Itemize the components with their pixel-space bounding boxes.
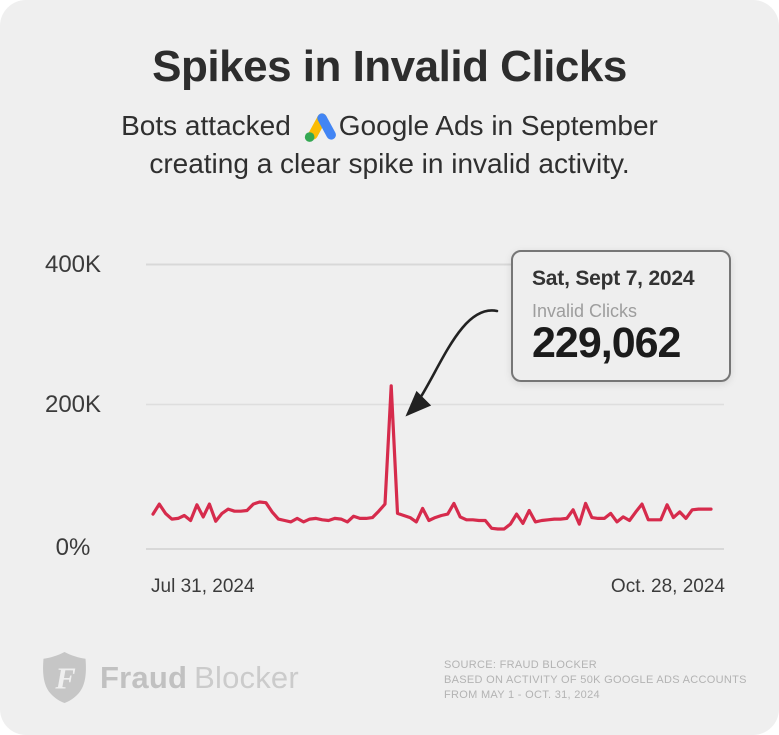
- page-title: Spikes in Invalid Clicks: [152, 42, 627, 91]
- brand-name: Fraud Blocker: [100, 660, 299, 696]
- source-line-3: FROM MAY 1 - OCT. 31, 2024: [444, 689, 600, 701]
- source-note: SOURCE: FRAUD BLOCKER BASED ON ACTIVITY …: [444, 658, 747, 703]
- svg-text:F: F: [54, 662, 75, 696]
- data-callout: Sat, Sept 7, 2024 Invalid Clicks 229,062: [511, 250, 731, 382]
- shield-icon: F: [43, 652, 86, 703]
- google-ads-icon: [304, 112, 336, 142]
- subtitle: Bots attacked Google Ads in September cr…: [0, 107, 779, 183]
- fraud-blocker-logo: F Fraud Blocker: [40, 651, 299, 704]
- callout-date: Sat, Sept 7, 2024: [532, 267, 695, 290]
- callout-arrow: [405, 309, 499, 417]
- y-tick-0: 0%: [55, 534, 91, 561]
- y-tick-200k: 200K: [44, 391, 102, 418]
- brand-name-fraud: Fraud: [100, 659, 188, 695]
- source-line-1: SOURCE: FRAUD BLOCKER: [444, 659, 597, 671]
- source-line-2: BASED ON ACTIVITY OF 50K GOOGLE ADS ACCO…: [444, 674, 747, 686]
- invalid-clicks-series-line[interactable]: [151, 384, 713, 531]
- subtitle-text-post: Google Ads in September: [338, 110, 658, 141]
- x-axis-end-label: Oct. 28, 2024: [610, 576, 725, 597]
- callout-value: 229,062: [532, 319, 681, 367]
- subtitle-line-1: Bots attacked Google Ads in September: [0, 107, 779, 145]
- subtitle-line-2: creating a clear spike in invalid activi…: [149, 148, 630, 179]
- y-tick-400k: 400K: [44, 251, 102, 278]
- brand-name-blocker: Blocker: [194, 659, 299, 695]
- callout-label: Invalid Clicks: [532, 301, 638, 321]
- subtitle-text-pre: Bots attacked: [121, 110, 291, 141]
- x-axis-start-label: Jul 31, 2024: [151, 576, 255, 597]
